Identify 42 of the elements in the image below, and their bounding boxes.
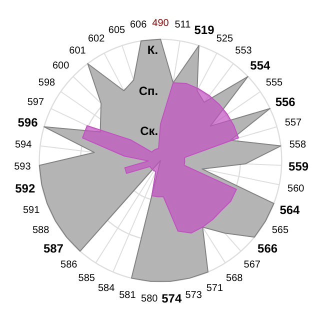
spoke-label: 597 bbox=[27, 96, 44, 108]
spoke-label: 593 bbox=[14, 162, 32, 173]
spoke-label: 556 bbox=[275, 94, 296, 109]
spoke-label: 560 bbox=[288, 184, 305, 195]
spoke-label: 605 bbox=[108, 24, 126, 36]
spoke-label: 511 bbox=[174, 20, 192, 31]
y-tick-label: К. bbox=[147, 42, 158, 57]
spoke-label: 587 bbox=[43, 241, 64, 256]
spoke-label: 554 bbox=[250, 58, 270, 72]
spoke-label: 564 bbox=[280, 203, 300, 217]
spoke-label: 525 bbox=[216, 34, 234, 45]
spoke-label: 594 bbox=[14, 139, 32, 150]
spoke-label: 558 bbox=[289, 139, 306, 150]
spoke-label: 598 bbox=[38, 78, 56, 89]
y-tick-label: Сп. bbox=[138, 84, 158, 98]
spoke-label: 490 bbox=[152, 18, 170, 29]
spoke-label: 600 bbox=[52, 60, 70, 72]
spoke-label: 557 bbox=[284, 118, 302, 129]
spoke-label: 567 bbox=[244, 259, 261, 270]
spoke-label: 574 bbox=[162, 292, 182, 306]
spoke-label: 601 bbox=[69, 46, 86, 57]
spoke-label: 571 bbox=[206, 283, 224, 294]
y-tick-label: Ск. bbox=[140, 124, 158, 138]
spoke-label: 585 bbox=[78, 272, 96, 284]
spoke-label: 602 bbox=[88, 34, 106, 45]
spoke-label: 555 bbox=[266, 78, 283, 89]
spoke-label: 592 bbox=[15, 182, 36, 196]
spoke-label: 553 bbox=[235, 46, 252, 57]
spoke-label: 596 bbox=[18, 116, 38, 130]
spoke-label: 591 bbox=[22, 205, 40, 216]
spoke-label: 586 bbox=[60, 259, 78, 270]
spoke-label: 580 bbox=[141, 294, 158, 305]
spoke-label: 606 bbox=[130, 20, 148, 31]
spoke-label: 588 bbox=[32, 225, 50, 236]
spoke-label: 565 bbox=[272, 225, 289, 236]
spoke-label: 566 bbox=[258, 241, 278, 256]
spoke-label: 573 bbox=[185, 290, 202, 302]
spoke-label: 584 bbox=[98, 283, 116, 294]
spoke-label: 559 bbox=[288, 160, 309, 174]
spoke-label: 581 bbox=[119, 290, 136, 302]
spoke-label: 568 bbox=[226, 272, 244, 284]
spoke-label: 519 bbox=[194, 22, 215, 37]
